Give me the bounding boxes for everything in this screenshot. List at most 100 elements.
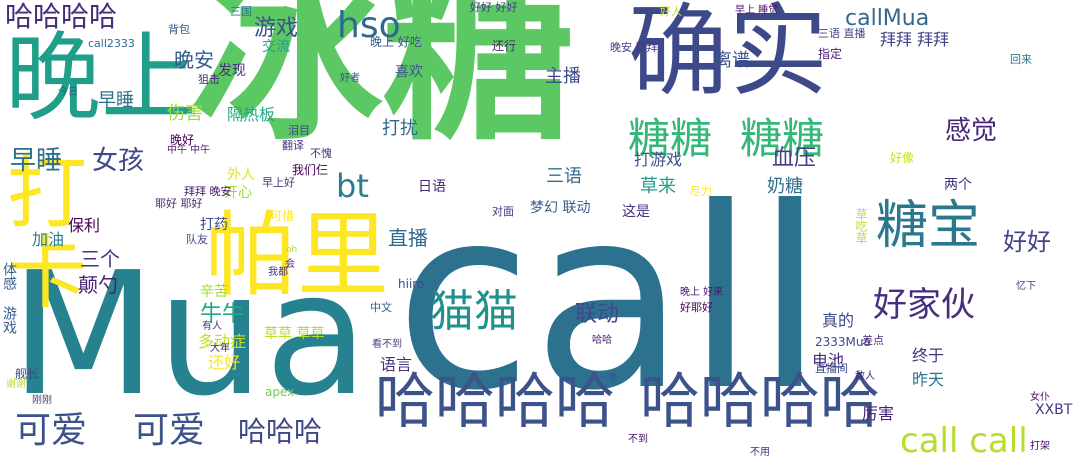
cloud-word: 好者: [340, 73, 360, 84]
cloud-word: 队友: [186, 233, 208, 246]
cloud-word: 三语: [546, 166, 582, 187]
cloud-word: hiiro: [398, 277, 425, 291]
cloud-word: 真的: [822, 311, 855, 330]
cloud-word: 好像: [890, 151, 915, 165]
cloud-word: 草草 草草: [264, 326, 325, 342]
cloud-word: 两个: [944, 177, 972, 193]
cloud-word: 哈哈: [592, 335, 612, 346]
cloud-word: 语言: [380, 355, 413, 374]
cloud-word: 三国: [230, 5, 252, 18]
cloud-word: 好好 好好: [470, 1, 518, 14]
cloud-word: 打架: [1030, 441, 1050, 452]
cloud-word: 开心: [224, 185, 252, 201]
cloud-word: 加油: [32, 230, 65, 249]
cloud-word: 感觉: [945, 116, 998, 146]
cloud-word: 猫猫: [430, 286, 518, 337]
cloud-word: XXBT: [1035, 402, 1073, 418]
cloud-word: 还好: [208, 353, 241, 372]
cloud-word: 拜拜 晚安: [184, 185, 232, 198]
cloud-word: 主播: [545, 66, 581, 87]
cloud-word: 哈哈哈: [238, 415, 323, 448]
cloud-word: 血压: [772, 146, 817, 171]
cloud-word: 泪目: [288, 124, 310, 137]
cloud-word: 离谱: [714, 50, 750, 71]
cloud-word: 糖宝: [876, 196, 981, 256]
cloud-word: 喜欢: [395, 64, 423, 80]
cloud-word: 谢谢: [6, 379, 26, 390]
cloud-word: 外人: [227, 167, 255, 183]
cloud-word: 晚好: [170, 133, 195, 147]
cloud-word: 耶好 耶好: [155, 197, 203, 210]
cloud-word: 哈哈哈哈: [375, 367, 615, 437]
cloud-word: 直播: [388, 226, 428, 250]
cloud-word: 指定: [818, 47, 843, 61]
cloud-word: 好耶好: [680, 301, 713, 314]
cloud-word: 多动症: [198, 332, 247, 351]
cloud-word: 辛苦: [200, 284, 228, 300]
cloud-word: 哈哈哈哈: [640, 367, 880, 437]
cloud-word: 不用: [750, 447, 770, 458]
cloud-word: 还行: [492, 39, 517, 53]
cloud-word: 狙击: [198, 73, 220, 86]
cloud-word: 中文: [370, 301, 392, 314]
cloud-word: 忆下: [1016, 281, 1036, 292]
cloud-word: 牛牛: [200, 302, 245, 327]
cloud-word: 打扰: [382, 118, 418, 139]
cloud-word: 早上 睡觉: [735, 5, 779, 16]
cloud-word: 草来: [640, 176, 676, 197]
cloud-word: 奶糖: [767, 176, 803, 197]
cloud-word: 今日: [58, 87, 78, 98]
cloud-word: call2333: [88, 37, 135, 50]
cloud-word: 联动: [575, 302, 620, 327]
cloud-word: 我们仨: [292, 163, 329, 177]
cloud-word: call call: [900, 421, 1028, 461]
cloud-word: 交流: [262, 39, 290, 55]
cloud-word: 颠勺: [78, 273, 118, 297]
cloud-word: 晚上 好来: [680, 287, 724, 298]
cloud-word: 看不到: [372, 339, 402, 350]
cloud-word: 电池: [812, 351, 845, 370]
cloud-word: 早睡: [98, 90, 134, 111]
cloud-word: 对面: [492, 205, 514, 218]
cloud-word: 女仆: [1030, 392, 1050, 403]
cloud-word: 打游戏: [634, 150, 683, 169]
cloud-word: 伤害: [167, 103, 203, 124]
cloud-word: 不愧: [310, 147, 332, 160]
cloud-word: 可惜: [270, 209, 295, 223]
cloud-word: 差点: [862, 334, 884, 347]
cloud-word: 刚刚: [32, 395, 52, 406]
cloud-word: 舰长: [15, 367, 40, 381]
cloud-word: 背包: [168, 23, 190, 36]
cloud-word: hso: [337, 5, 401, 46]
cloud-word: 打药: [200, 217, 228, 233]
cloud-word: 隔热板: [227, 105, 276, 124]
cloud-word: 昨天: [912, 370, 945, 389]
cloud-word: Mua: [10, 236, 369, 434]
cloud-word: 终于: [912, 346, 945, 365]
cloud-word: 帕里: [205, 202, 390, 309]
cloud-word: 好人: [660, 5, 682, 18]
cloud-word: 女孩: [92, 146, 145, 176]
cloud-word: 保利: [68, 216, 101, 235]
cloud-word: 可爱: [15, 410, 88, 451]
cloud-word: 回来: [1010, 53, 1032, 66]
cloud-word: 三语 直播: [818, 27, 866, 40]
cloud-word: 三个: [80, 247, 120, 271]
cloud-word: 敌人: [855, 371, 875, 382]
cloud-word: 翻译: [282, 139, 304, 152]
cloud-word: 晚安: [174, 48, 214, 72]
cloud-word: 一拳: [598, 373, 618, 384]
cloud-word: 2333Mua: [815, 335, 871, 349]
cloud-word: 这是: [622, 204, 650, 220]
cloud-word: 确实: [628, 0, 828, 110]
cloud-word: 中午 中午: [167, 145, 211, 156]
cloud-word: 晚安 拜拜: [610, 41, 658, 54]
cloud-word: 直播间: [815, 362, 848, 375]
cloud-word: 拜拜 拜拜: [880, 30, 950, 49]
cloud-word: 哈哈哈哈: [5, 0, 118, 33]
cloud-word: apex: [265, 385, 295, 399]
cloud-word: 晚上 好吃: [370, 35, 422, 49]
cloud-word: 尽力: [690, 185, 712, 198]
cloud-word: 有人: [202, 321, 222, 332]
